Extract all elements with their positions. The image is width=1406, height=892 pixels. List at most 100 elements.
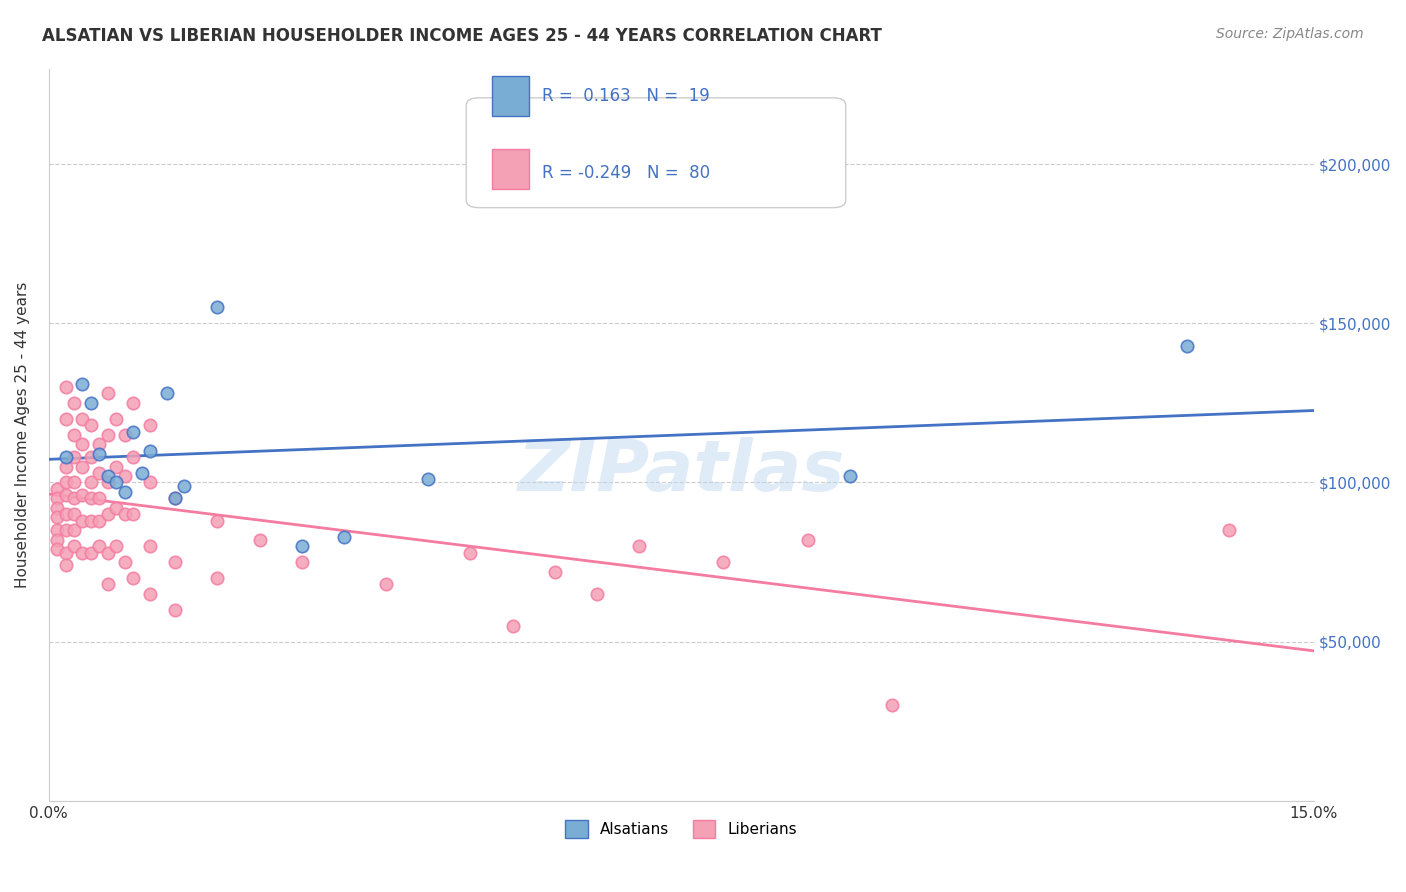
Point <box>105 411 128 425</box>
Point <box>122 450 145 464</box>
Point <box>880 698 903 713</box>
Point <box>333 530 356 544</box>
Point <box>114 555 136 569</box>
Point <box>249 533 271 547</box>
Point <box>72 411 94 425</box>
Point <box>46 533 69 547</box>
Point <box>80 545 103 559</box>
Point <box>46 510 69 524</box>
Point <box>105 459 128 474</box>
Legend: Alsatians, Liberians: Alsatians, Liberians <box>560 814 803 845</box>
Point <box>165 603 187 617</box>
Point <box>139 587 162 601</box>
Point <box>122 396 145 410</box>
Point <box>55 475 77 490</box>
Point <box>139 443 162 458</box>
Point <box>105 539 128 553</box>
Point <box>122 571 145 585</box>
Point <box>46 500 69 515</box>
Point <box>46 482 69 496</box>
Point <box>46 542 69 557</box>
Point <box>55 459 77 474</box>
Point <box>80 418 103 433</box>
Point <box>139 539 162 553</box>
Point <box>1218 523 1240 537</box>
Point <box>80 450 103 464</box>
Point <box>63 508 86 522</box>
Point <box>89 539 111 553</box>
Point <box>207 514 229 528</box>
Point <box>713 555 735 569</box>
Point <box>80 491 103 506</box>
Point <box>80 514 103 528</box>
Point <box>55 450 77 464</box>
Point <box>55 523 77 537</box>
Point <box>375 577 398 591</box>
Point <box>63 427 86 442</box>
Point <box>97 508 120 522</box>
Point <box>139 475 162 490</box>
Point <box>105 475 128 490</box>
Point <box>122 425 145 439</box>
Point <box>207 571 229 585</box>
Point <box>55 488 77 502</box>
Point <box>63 475 86 490</box>
FancyBboxPatch shape <box>467 98 845 208</box>
Point <box>418 472 440 486</box>
Point <box>173 478 195 492</box>
Point <box>105 500 128 515</box>
Point <box>89 447 111 461</box>
Point <box>55 508 77 522</box>
Bar <box>492 149 530 189</box>
Point <box>72 437 94 451</box>
Point <box>114 469 136 483</box>
Point <box>97 386 120 401</box>
Point <box>97 469 120 483</box>
Point <box>72 376 94 391</box>
Point <box>586 587 609 601</box>
Point <box>122 508 145 522</box>
Point <box>80 475 103 490</box>
Point <box>114 427 136 442</box>
Point <box>46 491 69 506</box>
Point <box>97 577 120 591</box>
Point <box>63 396 86 410</box>
Point <box>544 565 567 579</box>
Point <box>72 488 94 502</box>
Y-axis label: Householder Income Ages 25 - 44 years: Householder Income Ages 25 - 44 years <box>15 282 30 588</box>
Text: ZIPatlas: ZIPatlas <box>517 437 845 506</box>
Point <box>114 485 136 500</box>
Text: Source: ZipAtlas.com: Source: ZipAtlas.com <box>1216 27 1364 41</box>
Point <box>165 491 187 506</box>
Point <box>460 545 482 559</box>
Point <box>46 523 69 537</box>
Point <box>207 301 229 315</box>
Point <box>89 514 111 528</box>
Point <box>131 466 153 480</box>
Point <box>63 491 86 506</box>
Point <box>89 491 111 506</box>
Point <box>291 539 314 553</box>
Point <box>72 545 94 559</box>
Point <box>139 418 162 433</box>
Point <box>63 523 86 537</box>
Point <box>97 427 120 442</box>
Point <box>89 466 111 480</box>
Point <box>165 555 187 569</box>
Point <box>97 475 120 490</box>
Text: R =  0.163   N =  19: R = 0.163 N = 19 <box>543 87 710 105</box>
Point <box>89 437 111 451</box>
Point <box>55 380 77 394</box>
Point <box>628 539 651 553</box>
Point <box>165 491 187 506</box>
Point <box>156 386 179 401</box>
Point <box>63 539 86 553</box>
Text: R = -0.249   N =  80: R = -0.249 N = 80 <box>543 163 710 181</box>
Point <box>72 459 94 474</box>
Point <box>1175 338 1198 352</box>
Bar <box>492 76 530 116</box>
Point <box>291 555 314 569</box>
Text: ALSATIAN VS LIBERIAN HOUSEHOLDER INCOME AGES 25 - 44 YEARS CORRELATION CHART: ALSATIAN VS LIBERIAN HOUSEHOLDER INCOME … <box>42 27 882 45</box>
Point <box>797 533 820 547</box>
Point <box>55 545 77 559</box>
